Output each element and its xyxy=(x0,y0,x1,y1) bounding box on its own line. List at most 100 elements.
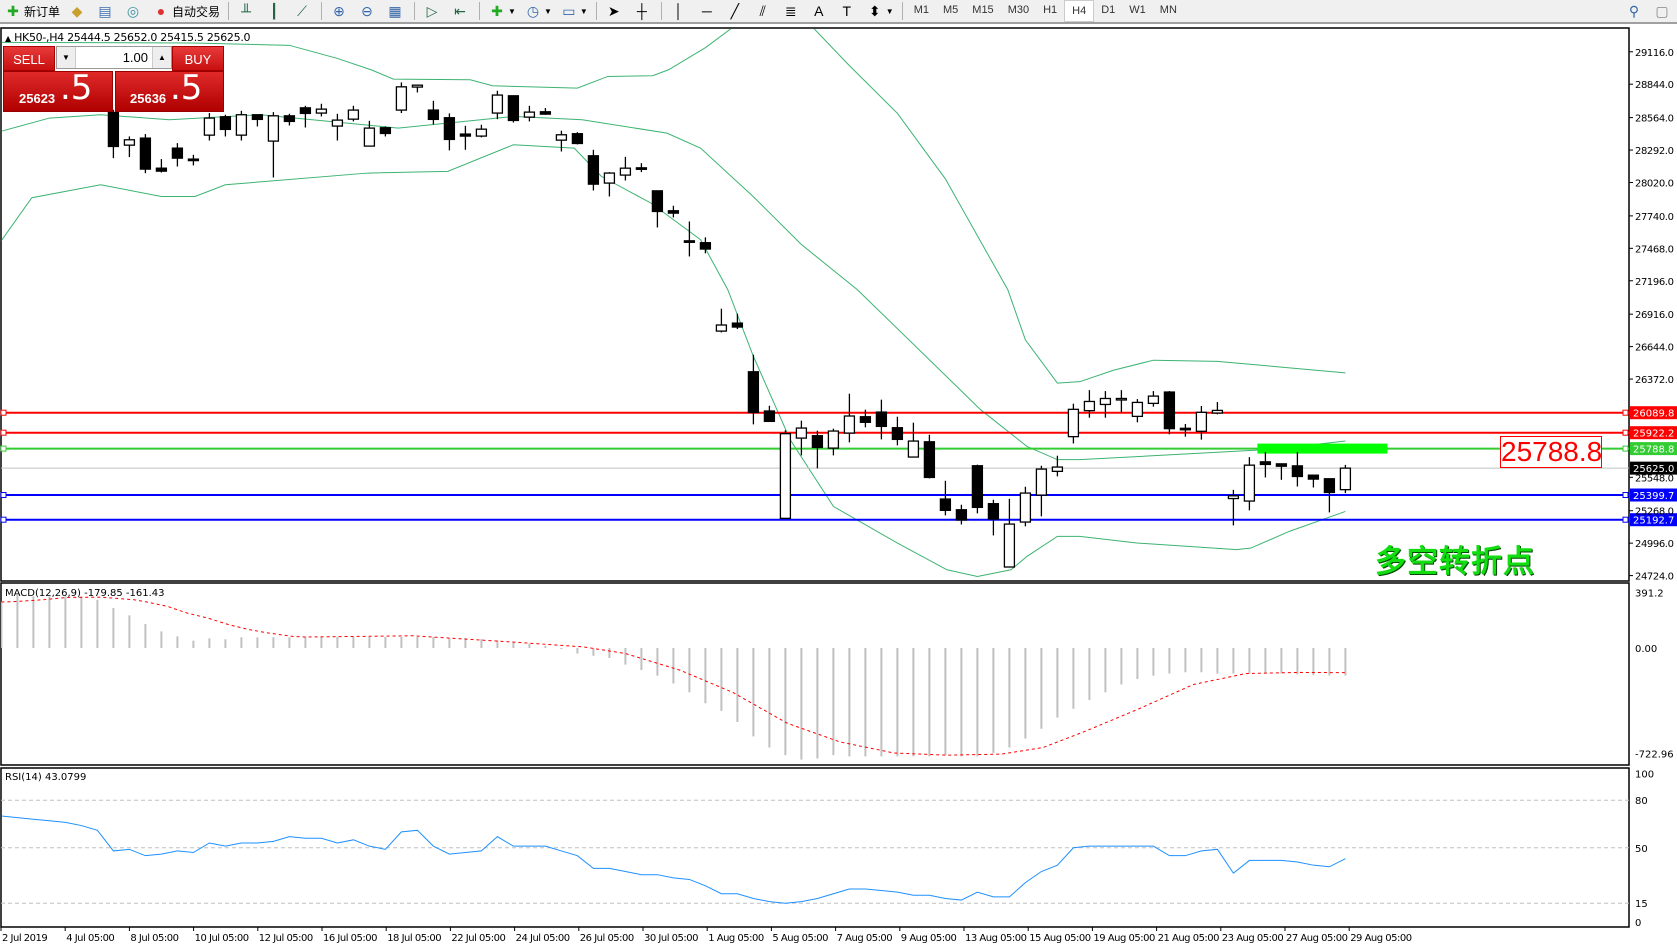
collapse-triangle-icon[interactable]: ▲ xyxy=(5,34,11,43)
separator xyxy=(228,2,230,20)
timeframe-h4[interactable]: H4 xyxy=(1064,0,1095,22)
timeframe-d1[interactable]: D1 xyxy=(1101,4,1116,16)
time-axis-label: 22 Jul 05:00 xyxy=(451,933,505,944)
timeframe-h1[interactable]: H1 xyxy=(1043,4,1058,16)
chevron-down-icon: ▼ xyxy=(579,6,588,16)
signals-button[interactable]: ◎ xyxy=(120,0,148,22)
timeframe-m30[interactable]: M30 xyxy=(1007,4,1030,16)
chat-button[interactable]: ▢ xyxy=(1649,0,1677,22)
candle-body-bearish xyxy=(427,109,440,121)
fibonacci-tool[interactable]: ≣ xyxy=(778,0,806,22)
lot-input[interactable]: 1.00 xyxy=(122,50,148,65)
chart-shift-button[interactable]: ⇤ xyxy=(447,0,475,22)
level-price-label: 25399.7 xyxy=(1633,491,1674,502)
autotrade-button[interactable]: ● 自动交易 xyxy=(148,0,224,22)
autotrade-icon: ● xyxy=(156,3,166,19)
arrows-dropdown[interactable]: ⬍ ▼ xyxy=(862,0,898,22)
lot-increase-button[interactable]: ▲ xyxy=(152,47,171,68)
level-price-tag xyxy=(1630,461,1677,475)
price-axis-label: 27196.0 xyxy=(1635,277,1674,288)
macd-plot xyxy=(1,594,1347,760)
trendline-tool[interactable]: ╱ xyxy=(722,0,750,22)
text-label-tool[interactable]: T xyxy=(834,0,862,22)
separator xyxy=(901,2,903,20)
zoom-out-button[interactable]: ⊖ xyxy=(354,0,382,22)
sell-button[interactable]: SELL xyxy=(3,46,55,71)
periods-dropdown[interactable]: ◷ ▼ xyxy=(520,0,556,22)
candle-body-bearish xyxy=(587,155,600,185)
time-axis-label: 26 Jul 05:00 xyxy=(580,933,634,944)
candle xyxy=(667,205,680,218)
crosshair-tool[interactable]: ┼ xyxy=(629,0,657,22)
candle xyxy=(715,308,728,333)
text-tool[interactable]: A xyxy=(806,0,834,22)
vertical-line-tool[interactable]: │ xyxy=(666,0,694,22)
chevron-down-icon: ▼ xyxy=(543,6,552,16)
navigator-button[interactable]: ◆ xyxy=(64,0,92,22)
search-button[interactable]: ⚲ xyxy=(1621,0,1649,22)
channel-tool[interactable]: ⫽ xyxy=(750,0,778,22)
line-chart-button[interactable]: ⟋ xyxy=(289,0,317,22)
level-anchor-right xyxy=(1622,445,1629,452)
candle xyxy=(1291,451,1304,487)
axes: 26089.8 25922.2 25788.8 25625.0 25399.7 25192… xyxy=(0,48,1677,944)
tile-windows-button[interactable]: ▦ xyxy=(382,0,410,22)
candle xyxy=(443,113,456,151)
candle xyxy=(699,237,712,254)
buy-price-button[interactable]: 25636 .5 xyxy=(115,68,224,112)
timeframe-m15[interactable]: M15 xyxy=(972,4,994,16)
bar-chart-icon: ╨ xyxy=(241,3,251,19)
candle xyxy=(379,126,392,137)
sell-price-button[interactable]: 25623 .5 xyxy=(3,68,113,112)
candle xyxy=(187,154,200,166)
time-axis-label: 23 Aug 05:00 xyxy=(1222,933,1284,944)
candle-body-bullish xyxy=(1035,468,1048,496)
pivot-note-text[interactable]: 多空转折点 xyxy=(1375,544,1535,580)
level-anchor-right xyxy=(1622,492,1629,499)
indicators-icon: ✚ xyxy=(491,3,503,19)
price-axis-label: 25268.0 xyxy=(1635,507,1674,518)
separator xyxy=(660,2,662,20)
level-price-label: 25788.8 xyxy=(1633,445,1674,456)
level-price-label: 26089.8 xyxy=(1633,409,1674,420)
bar-chart-button[interactable]: ╨ xyxy=(233,0,261,22)
macd-label: MACD(12,26,9) -179.85 -161.43 xyxy=(5,588,165,599)
candle-body-bearish xyxy=(683,240,696,243)
candle xyxy=(731,313,744,330)
candle-body-bearish xyxy=(251,114,264,121)
zoom-in-button[interactable]: ⊕ xyxy=(326,0,354,22)
candle-body-bearish xyxy=(1275,463,1288,467)
candle-body-bearish xyxy=(955,509,968,521)
separator xyxy=(414,2,416,20)
horizontal-line-tool[interactable]: ─ xyxy=(694,0,722,22)
lot-decrease-button[interactable]: ▼ xyxy=(57,47,76,68)
price-axis-label: 28844.0 xyxy=(1635,80,1674,91)
time-axis-label: 9 Aug 05:00 xyxy=(901,933,957,944)
cursor-tool[interactable]: ➤ xyxy=(601,0,629,22)
timeframe-mn[interactable]: MN xyxy=(1159,4,1177,16)
candle-body-bullish xyxy=(1083,400,1096,412)
timeframe-m1[interactable]: M1 xyxy=(913,4,929,16)
candlestick-button[interactable]: ┃ xyxy=(261,0,289,22)
main-plot xyxy=(1,29,1629,577)
timeframe-w1[interactable]: W1 xyxy=(1129,4,1146,16)
timeframe-m5[interactable]: M5 xyxy=(943,4,959,16)
autoscroll-icon: ▷ xyxy=(426,3,438,19)
level-anchor-right xyxy=(1622,409,1629,416)
level-price-box[interactable]: 25788.8 xyxy=(1500,436,1603,468)
lot-size-stepper[interactable]: ▼ 1.00 ▲ xyxy=(56,46,172,69)
autoscroll-button[interactable]: ▷ xyxy=(419,0,447,22)
candle-body-bullish xyxy=(523,111,536,118)
candle xyxy=(651,190,664,228)
candle xyxy=(987,499,1000,536)
templates-dropdown[interactable]: ▭ ▼ xyxy=(556,0,592,22)
candle xyxy=(939,480,952,516)
buy-button[interactable]: BUY xyxy=(172,46,224,71)
price-axis-label: 24996.0 xyxy=(1635,539,1674,550)
history-button[interactable]: ▤ xyxy=(92,0,120,22)
new-order-button[interactable]: ✚ 新订单 xyxy=(0,0,64,22)
candle-body-bearish xyxy=(171,147,184,159)
time-axis-label: 19 Aug 05:00 xyxy=(1093,933,1155,944)
indicators-dropdown[interactable]: ✚ ▼ xyxy=(484,0,520,22)
